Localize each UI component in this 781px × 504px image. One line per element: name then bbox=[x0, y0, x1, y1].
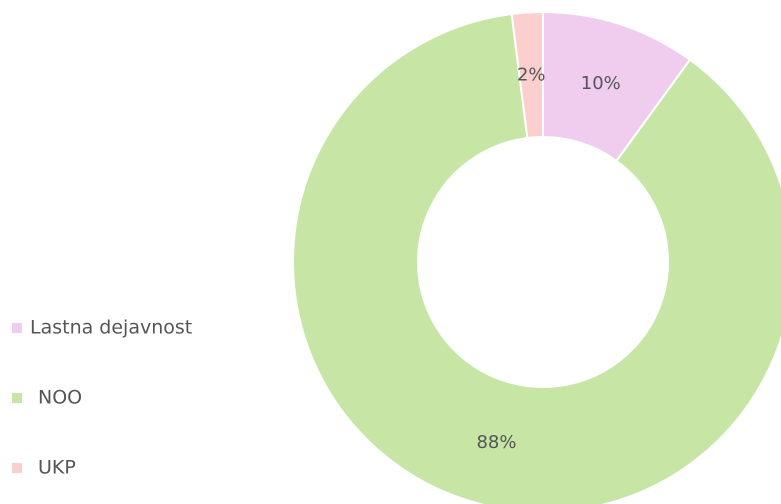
value-label: 88% bbox=[476, 432, 516, 453]
legend-swatch bbox=[12, 323, 22, 333]
legend-swatch bbox=[12, 393, 22, 403]
legend-swatch bbox=[12, 463, 22, 473]
legend-label: Lastna dejavnost bbox=[30, 317, 192, 339]
donut-slice bbox=[292, 12, 781, 504]
legend-label: NOO bbox=[38, 387, 82, 409]
value-label: 2% bbox=[517, 64, 546, 85]
value-label: 10% bbox=[581, 73, 621, 94]
donut-slice bbox=[510, 10, 544, 140]
legend-label: UKP bbox=[38, 457, 76, 479]
